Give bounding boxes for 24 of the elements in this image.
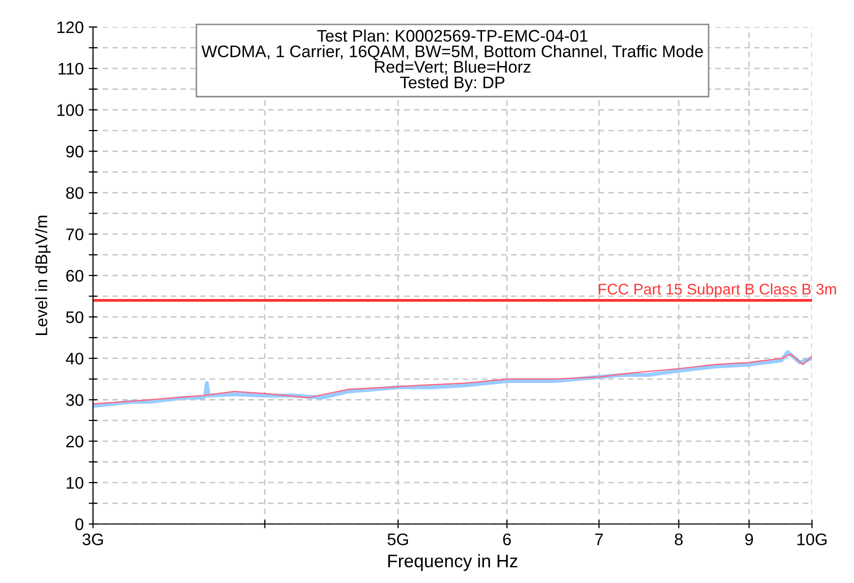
x-tick-label: 6 [503,533,511,546]
y-tick-label: 10 [66,476,84,489]
y-tick-label: 60 [66,270,84,282]
y-tick-label: 50 [66,311,84,324]
ref-line-label: FCC Part 15 Subpart B Class B 3m [598,283,836,298]
x-tick-label: 7 [595,534,603,546]
y-tick-label: 30 [66,394,84,406]
y-tick-label: 20 [66,436,84,448]
y-tick-label: 90 [66,146,84,158]
y-tick-label: 40 [66,352,84,365]
y-axis-title: Level in dBµV/m [35,216,51,335]
x-tick-label: 10G [798,533,827,546]
x-tick-label: 9 [745,533,753,546]
text: Test Plan: K0002569-TP-EMC-04-01 WCDMA, 1 Carrier, 16QAM, BW=5M, Bottom Channel, Traffic Mode Red=Vert; Blue=Horz Tested By: DP [201,29,703,92]
y-tick-label: 110 [58,62,84,75]
y-tick-label: 100 [57,104,84,116]
y-tick-label: 120 [57,21,84,34]
y-tick-label: 70 [66,228,84,240]
x-tick-label: 3G [82,533,103,546]
x-tick-label: 8 [674,533,683,546]
y-tick-label: 0 [75,518,84,530]
y-tick-label: 80 [66,187,84,199]
x-tick-label: 5G [388,533,408,546]
x-axis-title: Frequency in Hz [388,554,518,571]
